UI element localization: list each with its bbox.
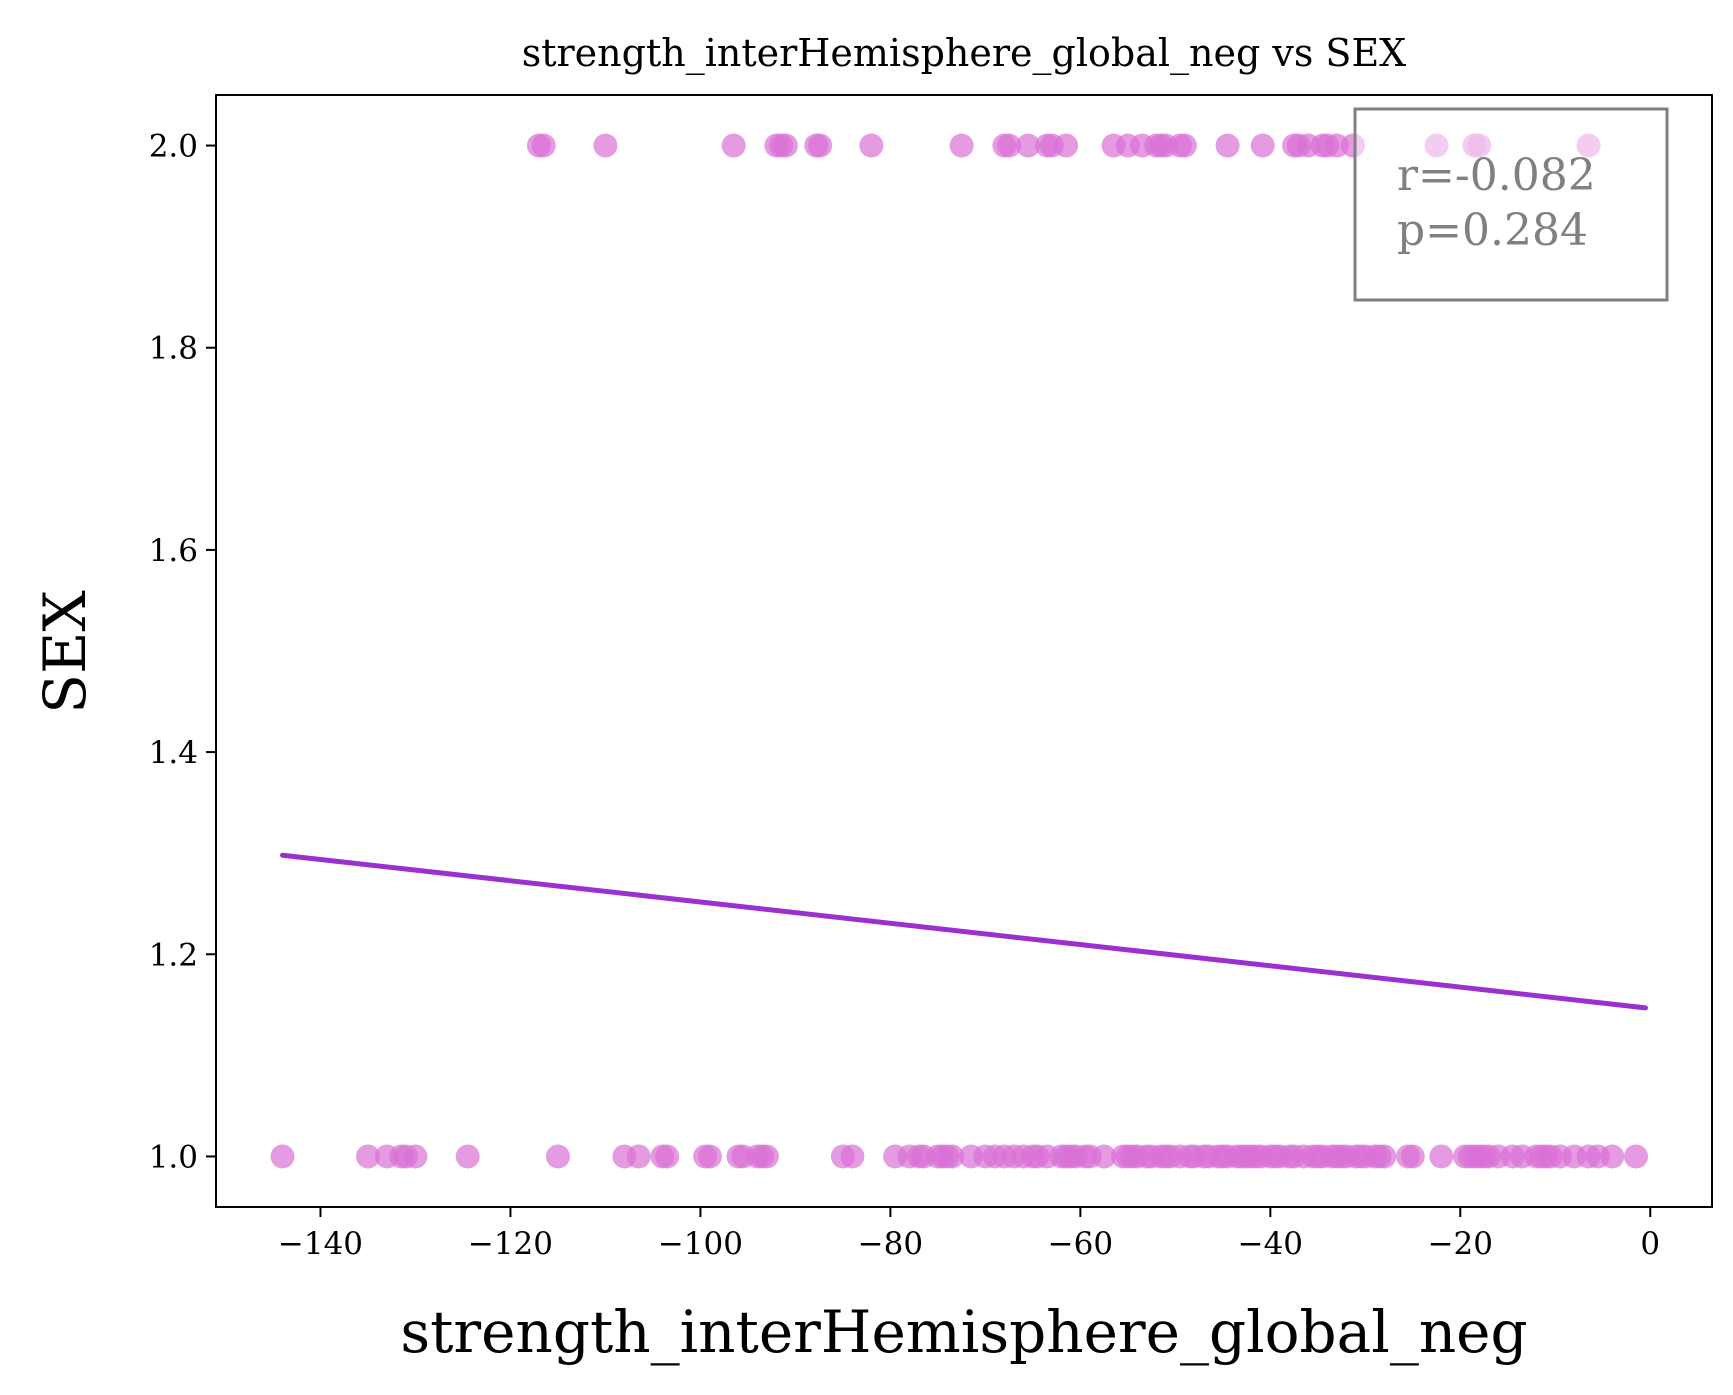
data-point	[593, 133, 618, 158]
data-point	[1429, 1144, 1454, 1169]
data-point	[626, 1144, 651, 1169]
y-axis-label: SEX	[31, 590, 99, 714]
data-point	[754, 1144, 779, 1169]
y-tick-label: 1.4	[149, 735, 198, 771]
data-point	[949, 133, 974, 158]
data-point	[655, 1144, 680, 1169]
data-point	[840, 1144, 865, 1169]
x-tick-label: −40	[1238, 1226, 1303, 1262]
x-axis: −140 −120 −100 −80 −60 −40 −20 0	[278, 1207, 1660, 1262]
data-point	[721, 133, 746, 158]
x-tick-label: −80	[858, 1226, 923, 1262]
stats-box: r=-0.082 p=0.284	[1353, 107, 1669, 302]
data-point	[531, 133, 556, 158]
stats-box-frame	[1353, 107, 1669, 302]
points-layer	[270, 133, 1649, 1169]
data-point	[1092, 1144, 1117, 1169]
data-point	[697, 1144, 722, 1169]
p-value-text: p=0.284	[1397, 205, 1588, 256]
data-point	[270, 1144, 295, 1169]
data-point	[1600, 1144, 1625, 1169]
x-tick-label: 0	[1640, 1226, 1660, 1262]
data-point	[1624, 1144, 1649, 1169]
x-tick-label: −140	[278, 1226, 363, 1262]
data-point	[1400, 1144, 1425, 1169]
correlation-r-text: r=-0.082	[1397, 150, 1596, 201]
data-point	[1016, 133, 1041, 158]
data-point	[859, 133, 884, 158]
data-point	[1054, 133, 1079, 158]
data-point	[773, 133, 798, 158]
x-tick-label: −100	[658, 1226, 743, 1262]
y-tick-label: 1.2	[149, 937, 198, 973]
data-point	[1215, 133, 1240, 158]
y-tick-label: 1.6	[149, 533, 198, 569]
y-tick-label: 1.8	[149, 331, 198, 367]
data-point	[403, 1144, 428, 1169]
x-tick-label: −20	[1428, 1226, 1493, 1262]
plot-frame	[215, 94, 1713, 1208]
x-tick-label: −120	[468, 1226, 553, 1262]
data-point	[545, 1144, 570, 1169]
data-point	[455, 1144, 480, 1169]
data-point	[1250, 133, 1275, 158]
chart-title: strength_interHemisphere_global_neg vs S…	[522, 31, 1407, 76]
data-point	[808, 133, 833, 158]
data-point	[940, 1144, 965, 1169]
data-point	[997, 133, 1022, 158]
y-tick-label: 2.0	[149, 129, 198, 165]
data-point	[355, 1144, 380, 1169]
y-axis: 1.0 1.2 1.4 1.6 1.8 2.0	[149, 129, 216, 1175]
data-point	[1172, 133, 1197, 158]
x-tick-label: −60	[1048, 1226, 1113, 1262]
regression-line	[279, 852, 1649, 1011]
data-point	[1372, 1144, 1397, 1169]
y-tick-label: 1.0	[149, 1139, 198, 1175]
x-axis-label: strength_interHemisphere_global_neg	[400, 1298, 1527, 1366]
